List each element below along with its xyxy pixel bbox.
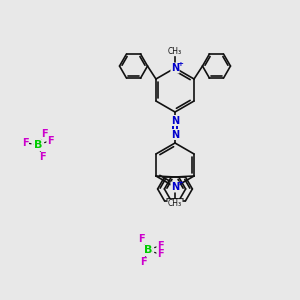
Text: +: +	[177, 180, 183, 186]
Text: B: B	[34, 140, 42, 150]
Text: F: F	[138, 234, 145, 244]
Text: +: +	[177, 61, 183, 67]
Text: CH₃: CH₃	[168, 46, 182, 56]
Text: F: F	[157, 249, 164, 260]
Text: N: N	[171, 63, 179, 73]
Text: F: F	[157, 241, 164, 250]
Text: F: F	[41, 129, 48, 139]
Text: B: B	[144, 245, 152, 255]
Text: F: F	[47, 136, 53, 146]
Text: CH₃: CH₃	[168, 200, 182, 208]
Text: N: N	[171, 182, 179, 192]
Text: F: F	[22, 138, 28, 148]
Text: F: F	[39, 152, 46, 162]
Text: N: N	[171, 116, 179, 125]
Text: N: N	[171, 130, 179, 140]
Text: F: F	[140, 257, 147, 267]
